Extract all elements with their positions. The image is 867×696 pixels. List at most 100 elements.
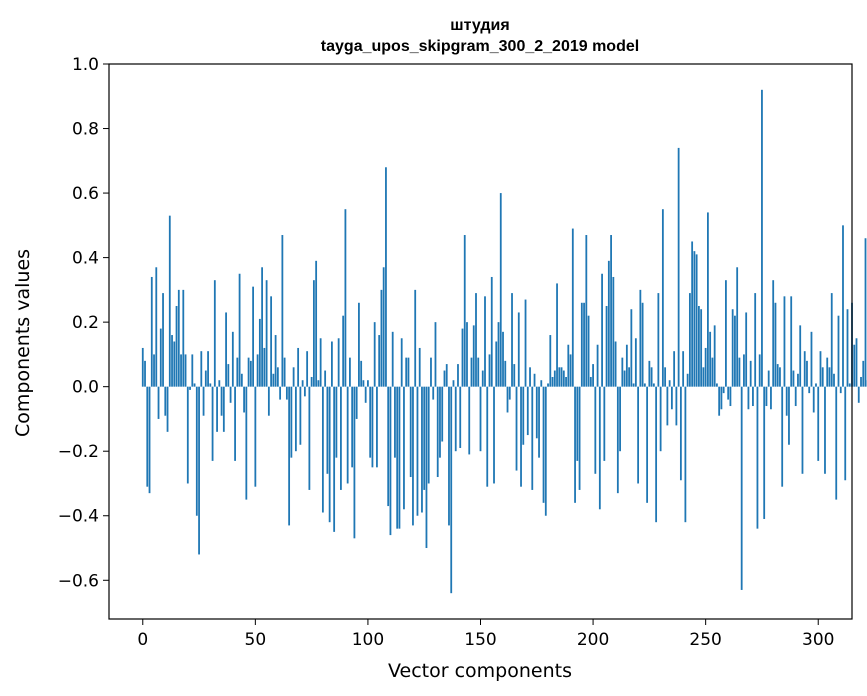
bar-281 [774,302,777,387]
bar-293 [801,386,804,474]
bar-207 [607,260,610,387]
plot-frame [108,63,853,620]
x-axis: 0 50 100 150 200 250 300 [137,619,834,650]
bar-116 [403,386,405,510]
bar-295 [806,360,808,387]
bar-138 [452,380,455,387]
bar-270 [749,360,752,387]
bar-236 [673,351,676,387]
bar-204 [601,273,603,387]
bar-233 [666,386,669,426]
bar-73 [306,351,309,387]
chart-title: штудия tayga_upos_skipgram_300_2_2019 mo… [321,17,639,55]
bar-151 [481,370,484,387]
bar-298 [812,386,815,413]
bar-234 [668,380,671,387]
bar-211 [616,386,619,494]
bar-122 [416,386,419,516]
bar-59 [274,335,277,387]
bar-296 [808,386,811,394]
bar-35 [220,386,223,416]
bar-231 [661,209,664,387]
bar-4 [150,276,153,387]
bar-101 [369,386,372,458]
bar-290 [794,386,797,407]
bar-48 [249,360,252,387]
bar-157 [495,341,498,387]
bar-52 [258,318,261,387]
bar-212 [619,386,621,452]
bar-307 [833,373,835,387]
bar-154 [488,354,491,387]
bar-40 [231,331,234,387]
bar-1 [144,360,146,387]
bar-31 [211,386,214,461]
bar-153 [486,386,489,487]
bar-109 [387,386,390,507]
bar-49 [252,286,254,387]
bar-226 [650,367,653,387]
bar-26 [200,351,203,387]
bar-257 [720,386,723,410]
bar-242 [686,373,689,387]
bar-292 [799,325,802,387]
bar-260 [727,386,730,400]
bar-285 [783,296,786,387]
bar-311 [842,225,844,387]
bar-210 [614,341,617,387]
bar-213 [621,357,624,387]
bar-32 [213,280,216,387]
bar-21 [189,386,191,390]
x-tick-label: 250 [689,630,721,650]
bar-163 [508,386,511,400]
bar-247 [698,306,700,387]
bar-245 [693,251,696,387]
bar-300 [817,386,820,461]
bar-127 [427,386,430,484]
bar-112 [394,386,396,458]
bar-190 [569,354,572,387]
bar-229 [657,293,660,387]
bar-28 [204,370,207,387]
bar-13 [171,335,173,387]
bar-5 [153,354,155,387]
bar-161 [504,360,507,387]
bar-99 [364,386,367,403]
bar-105 [378,335,381,387]
bar-76 [312,280,315,387]
bar-289 [792,370,795,387]
bar-118 [407,357,410,387]
bar-261 [729,386,732,407]
bar-110 [389,386,392,536]
bar-223 [643,383,646,387]
bar-148 [475,293,477,387]
bar-283 [779,367,781,387]
bar-309 [837,315,840,387]
bar-44 [240,373,243,387]
bar-206 [605,306,608,387]
bar-131 [436,386,439,478]
bar-320 [862,360,865,387]
bar-305 [828,367,831,387]
bar-208 [610,235,612,387]
bar-278 [767,370,770,387]
y-tick-label: −0.4 [58,507,99,527]
bar-243 [688,293,691,387]
bar-271 [752,386,754,407]
bar-301 [819,351,822,387]
bar-246 [695,254,698,387]
bar-83 [328,386,331,523]
chart-title-line-2: tayga_upos_skipgram_300_2_2019 model [321,38,639,55]
bar-78 [317,380,320,387]
bar-308 [835,386,838,500]
bar-272 [754,293,757,387]
bar-288 [790,296,793,387]
bar-205 [603,386,606,461]
bar-34 [218,380,221,387]
bar-241 [684,386,687,523]
bar-144 [466,322,468,387]
bar-225 [648,360,651,387]
bar-91 [346,386,349,484]
bar-313 [846,309,849,387]
bar-33 [216,386,218,432]
